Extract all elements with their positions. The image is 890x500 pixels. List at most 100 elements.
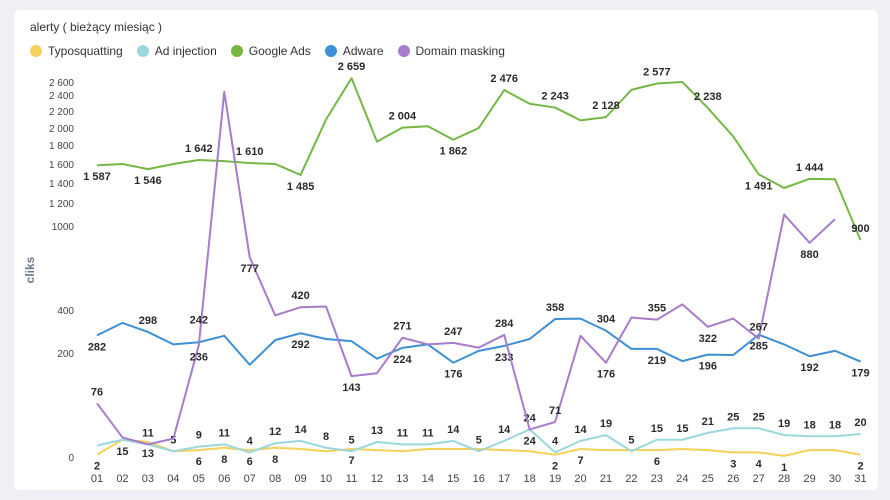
x-tick-label: 13	[396, 473, 408, 485]
chart-title: alerty ( bieżący miesiąc )	[30, 20, 163, 34]
line-chart: cliks 0 200 400 1000 1 200 1 400 1 600 1 800 2 00…	[23, 61, 870, 485]
legend-item-adware[interactable]: Adware	[324, 44, 384, 58]
data-label: 2 577	[643, 66, 671, 78]
x-tick-label: 20	[574, 473, 586, 485]
legend-swatch	[324, 45, 337, 57]
data-label: 13	[371, 425, 383, 437]
data-label: 13	[142, 448, 154, 460]
y-tick-label: 200	[57, 349, 74, 360]
data-label: 358	[546, 302, 564, 314]
x-tick-label: 14	[422, 473, 434, 485]
data-label: 4	[552, 435, 559, 447]
x-tick-label: 11	[346, 473, 357, 485]
data-label: 8	[272, 454, 278, 466]
data-label: 2 243	[541, 91, 569, 103]
data-label: 236	[190, 351, 208, 363]
data-label: 900	[851, 223, 869, 235]
data-label: 285	[750, 341, 768, 353]
legend: Typosquatting Ad injection Google Ads Adwar…	[30, 44, 505, 58]
x-tick-label: 28	[778, 473, 790, 485]
x-tick-label: 17	[498, 473, 510, 485]
data-label: 15	[651, 423, 663, 435]
y-axis-label: cliks	[23, 256, 37, 283]
legend-swatch	[136, 45, 149, 57]
data-label: 9	[196, 430, 202, 442]
x-tick-label: 06	[218, 473, 230, 485]
series-line-google-ads	[96, 77, 862, 241]
data-label: 2 238	[694, 91, 722, 103]
x-tick-label: 21	[600, 473, 612, 485]
data-label: 1 491	[745, 180, 773, 192]
data-label: 224	[393, 354, 412, 366]
y-tick-label: 0	[68, 453, 74, 464]
legend-item-typosquatting[interactable]: Typosquatting	[30, 44, 123, 58]
data-label: 19	[778, 418, 790, 430]
x-tick-label: 01	[91, 473, 103, 485]
data-label: 420	[291, 290, 309, 302]
data-label: 14	[294, 424, 307, 436]
data-label: 6	[196, 456, 202, 468]
data-label: 15	[676, 423, 688, 435]
data-label: 76	[91, 386, 103, 398]
y-tick-label: 400	[57, 306, 74, 317]
data-label: 5	[628, 434, 634, 446]
data-label: 176	[444, 369, 462, 381]
data-label: 18	[803, 419, 815, 431]
data-label: 12	[269, 426, 281, 438]
x-tick-label: 30	[829, 473, 841, 485]
x-tick-label: 05	[193, 473, 205, 485]
legend-item-ad-injection[interactable]: Ad injection	[136, 44, 217, 58]
x-tick-label: 10	[320, 473, 332, 485]
y-tick-label: 1 600	[49, 160, 74, 171]
x-tick-label: 04	[167, 473, 179, 485]
data-label: 4	[247, 435, 254, 447]
y-tick-label: 1000	[52, 222, 75, 233]
data-label: 14	[447, 424, 460, 436]
data-label: 1 546	[134, 175, 162, 187]
y-tick-label: 2 000	[49, 124, 74, 135]
data-label: 304	[597, 314, 616, 326]
data-label: 192	[800, 362, 818, 374]
data-label: 3	[730, 458, 736, 470]
series-line-ad-injection	[96, 427, 861, 454]
data-label: 242	[190, 315, 208, 327]
data-label: 7	[348, 455, 354, 467]
data-label: 176	[597, 369, 615, 381]
data-label: 1 444	[796, 162, 824, 174]
data-label: 179	[851, 368, 869, 380]
data-label: 24	[524, 435, 537, 447]
data-label: 1 587	[83, 171, 111, 183]
data-label: 4	[756, 458, 763, 470]
data-label: 322	[699, 333, 717, 345]
x-tick-label: 23	[651, 473, 663, 485]
legend-item-google-ads[interactable]: Google Ads	[230, 44, 311, 58]
x-tick-label: 31	[854, 473, 866, 485]
legend-label: Ad injection	[154, 44, 217, 58]
x-tick-label: 26	[727, 473, 739, 485]
data-label: 267	[750, 322, 768, 334]
data-label: 11	[218, 427, 230, 439]
data-label: 14	[574, 424, 587, 436]
data-label: 2	[552, 461, 558, 473]
data-label: 1 610	[236, 146, 264, 158]
legend-label: Domain masking	[415, 44, 505, 58]
data-label: 5	[348, 434, 354, 446]
data-label: 6	[247, 456, 253, 468]
x-tick-label: 07	[244, 473, 256, 485]
legend-swatch	[30, 45, 42, 57]
x-tick-label: 18	[524, 473, 536, 485]
x-tick-label: 03	[142, 473, 154, 485]
data-label: 292	[291, 339, 309, 351]
data-label: 1	[781, 462, 787, 474]
data-label: 196	[699, 361, 717, 373]
data-label: 6	[654, 456, 660, 468]
data-label: 2 659	[338, 61, 366, 73]
legend-item-domain-masking[interactable]: Domain masking	[397, 44, 505, 58]
data-label: 1 642	[185, 143, 213, 155]
data-label: 25	[727, 411, 739, 423]
data-label: 8	[221, 454, 227, 466]
legend-swatch	[230, 45, 243, 57]
data-label: 355	[648, 303, 666, 315]
x-tick-label: 19	[549, 473, 561, 485]
data-label: 2	[857, 461, 863, 473]
